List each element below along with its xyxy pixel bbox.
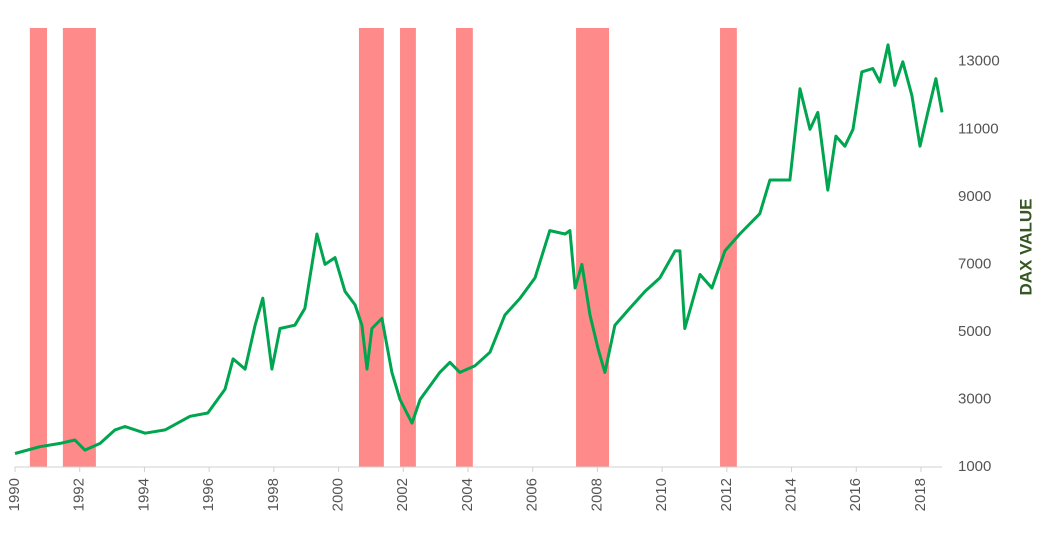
x-tick-label: 1996 <box>200 478 217 511</box>
x-tick-label: 1992 <box>71 478 88 511</box>
x-tick-label: 2008 <box>588 478 605 511</box>
y-axis-title: DAX VALUE <box>1016 199 1035 296</box>
y-tick-label: 9000 <box>958 188 991 205</box>
recession-band <box>400 28 416 467</box>
dax-line <box>14 43 944 455</box>
x-tick-label: 1990 <box>6 478 23 511</box>
x-tick-label: 1998 <box>265 478 282 511</box>
x-tick-label: 2016 <box>847 478 864 511</box>
x-tick-label: 1994 <box>135 478 152 511</box>
x-tick-label: 2014 <box>783 478 800 511</box>
y-tick-label: 3000 <box>958 390 991 407</box>
x-tick-label: 2004 <box>459 478 476 511</box>
y-tick-label: 1000 <box>958 458 991 475</box>
x-tick-label: 2012 <box>718 478 735 511</box>
recession-band <box>576 28 610 467</box>
y-tick-label: 5000 <box>958 323 991 340</box>
x-tick-label: 2018 <box>912 478 929 511</box>
x-tick-label: 2010 <box>653 478 670 511</box>
x-tick-label: 2000 <box>330 478 347 511</box>
x-tick-label: 2006 <box>524 478 541 511</box>
recession-band <box>29 28 48 467</box>
recession-band <box>62 28 96 467</box>
recession-band <box>358 28 384 467</box>
y-tick-label: 11000 <box>958 120 999 137</box>
recession-band <box>456 28 473 467</box>
y-tick-label: 13000 <box>958 53 1000 70</box>
x-tick-label: 2002 <box>394 478 411 511</box>
y-tick-label: 7000 <box>958 255 991 272</box>
